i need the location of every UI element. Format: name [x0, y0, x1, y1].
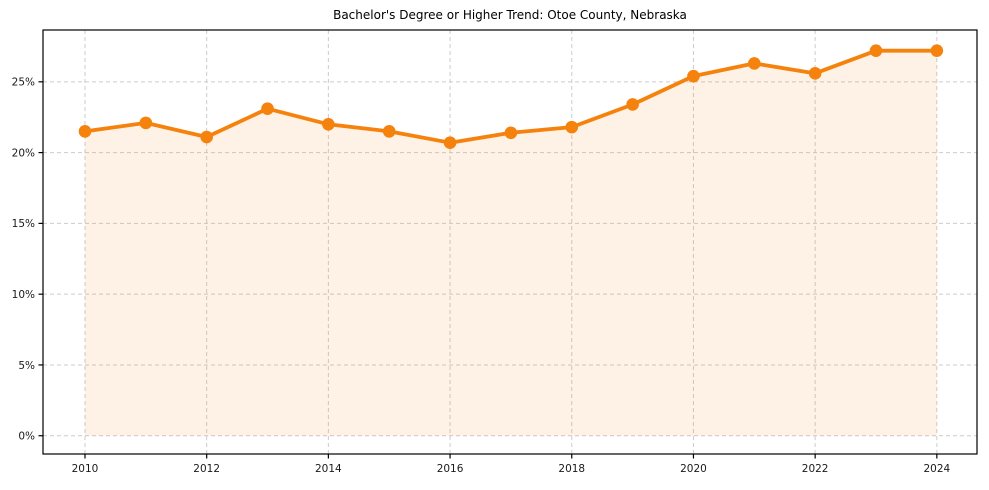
x-tick-label: 2016 [437, 463, 464, 475]
x-tick-label: 2020 [680, 463, 707, 475]
data-point-2024 [930, 44, 944, 57]
data-point-2016 [443, 136, 457, 149]
y-tick-label: 5% [18, 360, 35, 372]
chart-title: Bachelor's Degree or Higher Trend: Otoe … [333, 8, 687, 22]
data-point-2018 [565, 120, 579, 134]
y-tick-label: 25% [12, 77, 35, 89]
data-point-2012 [200, 130, 213, 144]
x-tick-label: 2024 [923, 463, 950, 475]
y-tick-label: 20% [12, 147, 35, 159]
x-tick-label: 2012 [193, 463, 220, 475]
x-tick-label: 2022 [802, 463, 829, 475]
data-point-2010 [78, 125, 92, 138]
data-point-2017 [504, 126, 518, 140]
data-point-2015 [382, 125, 396, 138]
data-point-2020 [687, 69, 700, 83]
data-point-2023 [869, 44, 883, 57]
data-point-2013 [261, 102, 274, 116]
y-tick-label: 0% [18, 431, 35, 443]
area-fill [84, 50, 937, 436]
data-point-2019 [626, 98, 639, 111]
y-tick-label: 15% [12, 218, 35, 230]
data-point-2011 [139, 116, 153, 130]
x-tick-label: 2014 [315, 463, 342, 475]
plot-border [42, 29, 978, 455]
y-tick-label: 10% [12, 289, 35, 301]
x-tick-label: 2018 [558, 463, 585, 475]
data-point-2021 [748, 57, 761, 70]
plot-background [43, 30, 977, 454]
x-tick-label: 2010 [72, 463, 99, 475]
data-point-2014 [322, 117, 335, 131]
data-point-2022 [808, 67, 822, 80]
